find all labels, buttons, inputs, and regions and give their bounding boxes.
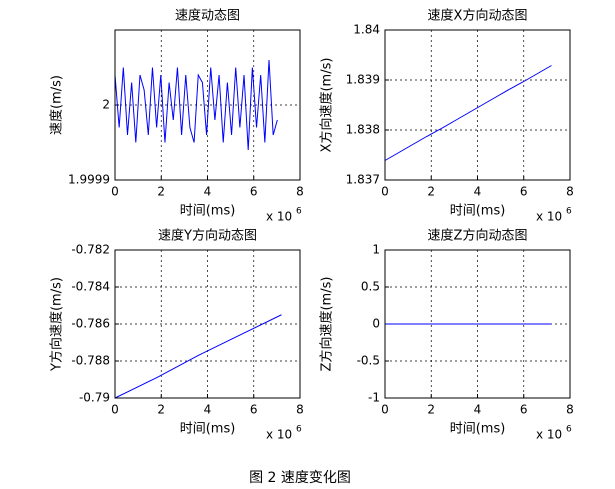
x-axis-label: 时间(ms) <box>180 422 236 437</box>
x-tick-label: 2 <box>157 185 165 199</box>
chart-title: 速度Z方向动态图 <box>428 228 528 244</box>
x-tick-label: 4 <box>204 185 212 199</box>
y-tick-label: -0.786 <box>71 317 110 331</box>
x-tick-label: 2 <box>157 403 165 417</box>
x-scale-exponent: 6 <box>296 425 302 435</box>
chart-title: 速度动态图 <box>175 8 240 24</box>
x-tick-label: 6 <box>520 185 528 199</box>
x-tick-label: 6 <box>520 403 528 417</box>
y-tick-label: -0.784 <box>71 280 110 294</box>
y-tick-label: -0.79 <box>79 391 110 405</box>
x-tick-label: 4 <box>474 185 482 199</box>
y-tick-label: -1 <box>368 391 380 405</box>
plot-border <box>114 29 301 181</box>
x-scale-label: x 10 <box>266 210 292 224</box>
x-tick-label: 0 <box>111 403 119 417</box>
x-scale-exponent: 6 <box>566 425 572 435</box>
x-tick-label: 2 <box>427 403 435 417</box>
x-tick-label: 0 <box>381 403 389 417</box>
x-scale-label: x 10 <box>536 428 562 442</box>
y-tick-label: 1.9999 <box>68 173 110 187</box>
x-tick-label: 8 <box>296 403 304 417</box>
x-tick-label: 4 <box>474 403 482 417</box>
y-tick-label: 0.5 <box>361 280 380 294</box>
y-tick-label: 1.84 <box>353 23 380 37</box>
y-tick-label: 1.837 <box>346 173 380 187</box>
data-line <box>114 314 282 399</box>
y-tick-label: 0 <box>372 317 380 331</box>
x-tick-label: 6 <box>250 185 258 199</box>
plot-border <box>384 249 571 399</box>
y-tick-label: 1.839 <box>346 73 380 87</box>
y-tick-label: -0.5 <box>357 354 380 368</box>
y-tick-label: 1 <box>372 243 380 257</box>
x-axis-label: 时间(ms) <box>180 204 236 219</box>
x-scale-exponent: 6 <box>566 207 572 217</box>
plot-border <box>114 249 301 399</box>
x-scale-label: x 10 <box>266 428 292 442</box>
x-axis-label: 时间(ms) <box>450 422 506 437</box>
y-axis-label: Z方向速度(m/s) <box>319 277 335 372</box>
chart-title: 速度Y方向动态图 <box>158 228 257 244</box>
x-axis-label: 时间(ms) <box>450 204 506 219</box>
chart-title: 速度X方向动态图 <box>428 8 528 24</box>
figure-caption: 图 2 速度变化图 <box>249 470 351 486</box>
x-tick-label: 4 <box>204 403 212 417</box>
x-tick-label: 6 <box>250 403 258 417</box>
x-tick-label: 0 <box>111 185 119 199</box>
y-axis-label: Y方向速度(m/s) <box>49 277 65 372</box>
data-line <box>114 59 278 151</box>
x-tick-label: 8 <box>566 185 574 199</box>
plot-border <box>384 29 571 181</box>
y-tick-label: 2 <box>102 98 110 112</box>
x-tick-label: 2 <box>427 185 435 199</box>
x-tick-label: 8 <box>566 403 574 417</box>
y-tick-label: 1.838 <box>346 123 380 137</box>
data-line <box>384 65 552 161</box>
y-axis-label: X方向速度(m/s) <box>319 58 335 153</box>
x-scale-exponent: 6 <box>296 207 302 217</box>
x-tick-label: 0 <box>381 185 389 199</box>
x-scale-label: x 10 <box>536 210 562 224</box>
y-tick-label: -0.782 <box>71 243 110 257</box>
x-tick-label: 8 <box>296 185 304 199</box>
y-axis-label: 速度(m/s) <box>49 75 65 135</box>
y-tick-label: -0.788 <box>71 354 110 368</box>
